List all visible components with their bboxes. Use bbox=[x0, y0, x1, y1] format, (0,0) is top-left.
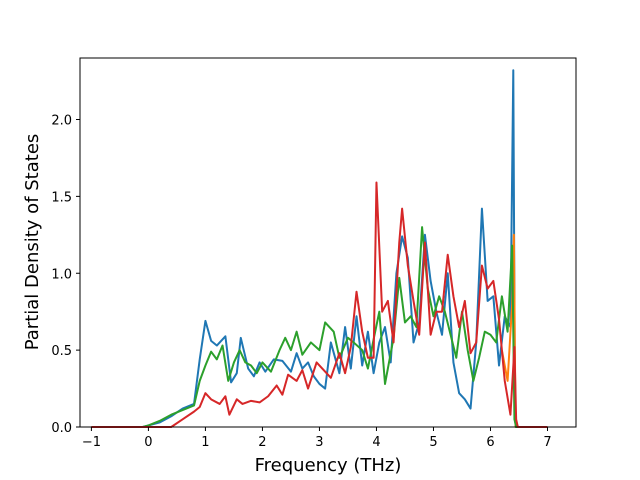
series-line-4 bbox=[91, 181, 548, 428]
y-ticks: 0.0 0.5 1.0 1.5 2.0 bbox=[51, 114, 80, 436]
x-tick-label: 7 bbox=[543, 435, 551, 450]
y-tick-label: 2.0 bbox=[51, 114, 72, 129]
x-tick-label: 5 bbox=[429, 435, 437, 450]
axes-frame bbox=[79, 57, 577, 428]
x-ticks: −1 0 1 2 3 4 5 6 7 bbox=[82, 427, 552, 450]
x-tick-label: 0 bbox=[144, 435, 152, 450]
x-tick-label: 1 bbox=[201, 435, 209, 450]
x-tick-label: −1 bbox=[82, 435, 101, 450]
x-axis-label: Frequency (THz) bbox=[255, 455, 402, 476]
x-tick-label: 2 bbox=[258, 435, 266, 450]
y-tick-label: 1.0 bbox=[51, 267, 72, 282]
series-group bbox=[91, 69, 548, 428]
y-axis-label: Partial Density of States bbox=[22, 134, 43, 351]
x-tick-label: 3 bbox=[315, 435, 323, 450]
y-tick-label: 0.5 bbox=[51, 344, 72, 359]
x-tick-label: 6 bbox=[486, 435, 494, 450]
x-tick-label: 4 bbox=[372, 435, 380, 450]
y-tick-label: 1.5 bbox=[51, 190, 72, 205]
y-tick-label: 0.0 bbox=[51, 421, 72, 436]
